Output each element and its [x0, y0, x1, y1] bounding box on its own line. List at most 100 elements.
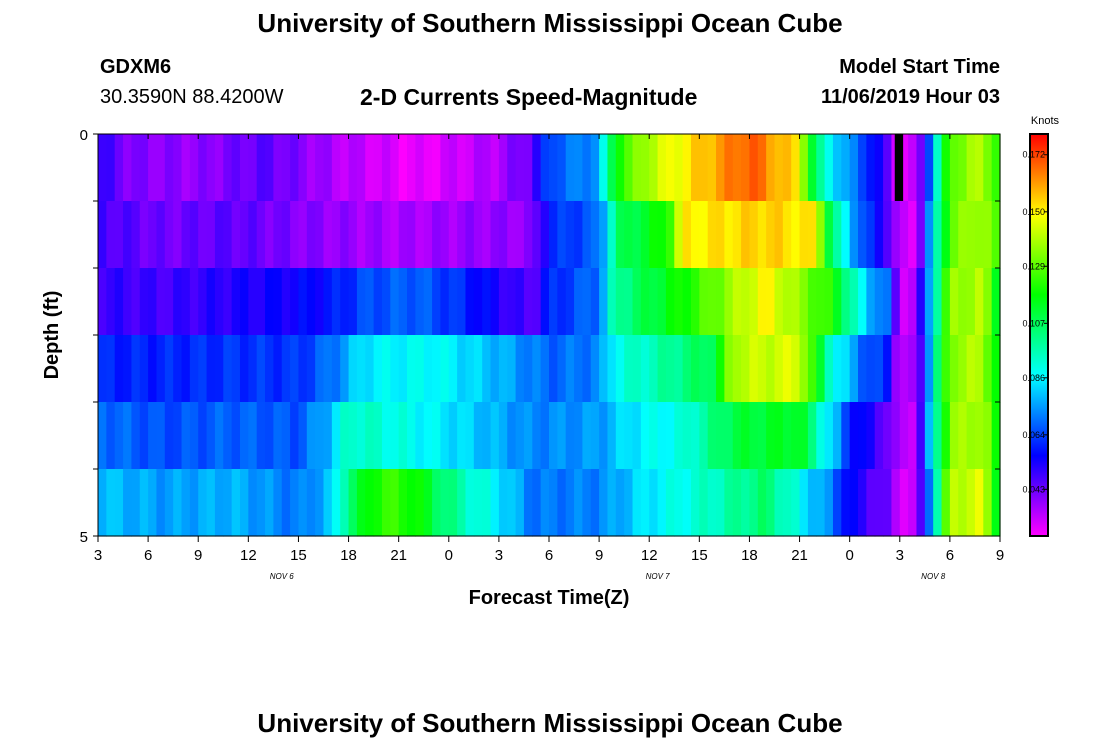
- station-id: GDXM6: [100, 56, 172, 78]
- heatmap-cell: [298, 469, 308, 537]
- heatmap-cell: [832, 402, 842, 470]
- heatmap-cell: [423, 402, 433, 470]
- heatmap-cell: [223, 402, 233, 470]
- heatmap-cell: [933, 469, 943, 537]
- heatmap-cell: [582, 201, 592, 269]
- heatmap-cell: [908, 335, 918, 403]
- heatmap-cell: [181, 469, 191, 537]
- heatmap-cell: [398, 469, 408, 537]
- heatmap-cell: [239, 335, 249, 403]
- heatmap-cell: [189, 134, 199, 202]
- heatmap-cell: [824, 201, 834, 269]
- heatmap-cell: [632, 134, 642, 202]
- heatmap-cell: [916, 402, 926, 470]
- heatmap-cell: [657, 335, 667, 403]
- heatmap-cell: [832, 134, 842, 202]
- x-tick-label: 6: [946, 547, 954, 564]
- heatmap-cell: [365, 469, 375, 537]
- heatmap-cell: [966, 201, 976, 269]
- heatmap-cell: [198, 268, 208, 336]
- heatmap-cell: [991, 335, 1001, 403]
- heatmap-cell: [974, 335, 984, 403]
- heatmap-cell: [707, 201, 717, 269]
- page-title: University of Southern Mississippi Ocean…: [257, 8, 843, 38]
- heatmap-cell: [807, 469, 817, 537]
- x-tick-label: 9: [194, 547, 202, 564]
- heatmap-cell: [657, 469, 667, 537]
- heatmap-cell: [407, 201, 416, 269]
- heatmap-cell: [315, 335, 325, 403]
- heatmap-cell: [164, 335, 174, 403]
- heatmap-cell: [615, 134, 625, 202]
- x-tick-label: 6: [144, 547, 152, 564]
- heatmap-cell: [306, 335, 316, 403]
- heatmap-cell: [565, 335, 575, 403]
- heatmap-cell: [448, 469, 458, 537]
- heatmap-cell: [290, 268, 300, 336]
- heatmap-cell: [741, 402, 751, 470]
- heatmap-cell: [966, 402, 976, 470]
- heatmap-cell: [632, 268, 642, 336]
- heatmap-cell: [440, 268, 450, 336]
- heatmap-cell: [365, 268, 375, 336]
- heatmap-cell: [924, 335, 934, 403]
- heatmap-cell: [716, 469, 725, 537]
- heatmap-cell: [139, 201, 149, 269]
- heatmap-cell: [716, 335, 725, 403]
- heatmap-cell: [390, 469, 400, 537]
- heatmap-cell: [490, 335, 500, 403]
- heatmap-cell: [181, 134, 191, 202]
- heatmap-cell: [532, 335, 542, 403]
- heatmap-cell: [949, 335, 959, 403]
- heatmap-cell: [498, 469, 508, 537]
- heatmap-cell: [148, 134, 158, 202]
- heatmap-cell: [214, 402, 224, 470]
- heatmap-cell: [490, 134, 500, 202]
- heatmap-cell: [757, 469, 767, 537]
- heatmap-cell: [98, 201, 107, 269]
- heatmap-cell: [423, 201, 433, 269]
- heatmap-cell: [540, 268, 550, 336]
- heatmap-cell: [933, 402, 943, 470]
- heatmap-cell: [173, 469, 183, 537]
- heatmap-cell: [958, 201, 968, 269]
- date-label: NOV 8: [921, 572, 946, 581]
- heatmap-cell: [448, 402, 458, 470]
- heatmap-cell: [933, 201, 943, 269]
- heatmap-cell: [574, 402, 584, 470]
- heatmap-cell: [757, 134, 767, 202]
- heatmap-cell: [256, 469, 266, 537]
- heatmap-cell: [707, 402, 717, 470]
- heatmap-cell: [365, 402, 375, 470]
- heatmap-cell: [490, 268, 500, 336]
- heatmap-cell: [440, 134, 450, 202]
- heatmap-cell: [106, 402, 116, 470]
- heatmap-cell: [682, 134, 692, 202]
- heatmap-cell: [273, 469, 283, 537]
- heatmap-cell: [665, 402, 675, 470]
- heatmap-cell: [148, 268, 158, 336]
- heatmap-cell: [248, 469, 258, 537]
- heatmap-cell: [565, 201, 575, 269]
- heatmap-cell: [523, 402, 533, 470]
- heatmap-cell: [899, 268, 909, 336]
- heatmap-cell: [974, 201, 984, 269]
- heatmap-cell: [665, 335, 675, 403]
- heatmap-cell: [690, 134, 700, 202]
- heatmap-cell: [549, 402, 558, 470]
- heatmap-cell: [782, 402, 792, 470]
- heatmap-cell: [523, 335, 533, 403]
- heatmap-cell: [390, 268, 400, 336]
- heatmap-cell: [473, 201, 483, 269]
- heatmap-cell: [782, 335, 792, 403]
- heatmap-cell: [407, 268, 416, 336]
- y-tick-label: 0: [80, 127, 88, 144]
- heatmap-cell: [724, 469, 734, 537]
- heatmap-cell: [632, 335, 642, 403]
- heatmap-cell: [323, 469, 333, 537]
- heatmap-cell: [724, 134, 734, 202]
- heatmap-cell: [657, 201, 667, 269]
- heatmap-cell: [189, 201, 199, 269]
- heatmap-cell: [381, 201, 391, 269]
- heatmap-cell: [164, 134, 174, 202]
